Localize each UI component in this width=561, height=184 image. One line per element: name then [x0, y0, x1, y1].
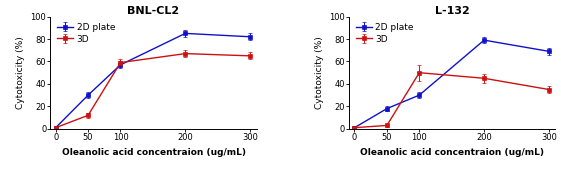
X-axis label: Oleanolic acid concentraion (ug/mL): Oleanolic acid concentraion (ug/mL) [62, 148, 246, 157]
Title: L-132: L-132 [435, 6, 470, 16]
Y-axis label: Cytotoxicity (%): Cytotoxicity (%) [16, 36, 25, 109]
Legend: 2D plate, 3D: 2D plate, 3D [55, 21, 117, 45]
Y-axis label: Cytotoxicity (%): Cytotoxicity (%) [315, 36, 324, 109]
Legend: 2D plate, 3D: 2D plate, 3D [354, 21, 416, 45]
X-axis label: Oleanolic acid concentraion (ug/mL): Oleanolic acid concentraion (ug/mL) [360, 148, 544, 157]
Title: BNL-CL2: BNL-CL2 [127, 6, 180, 16]
